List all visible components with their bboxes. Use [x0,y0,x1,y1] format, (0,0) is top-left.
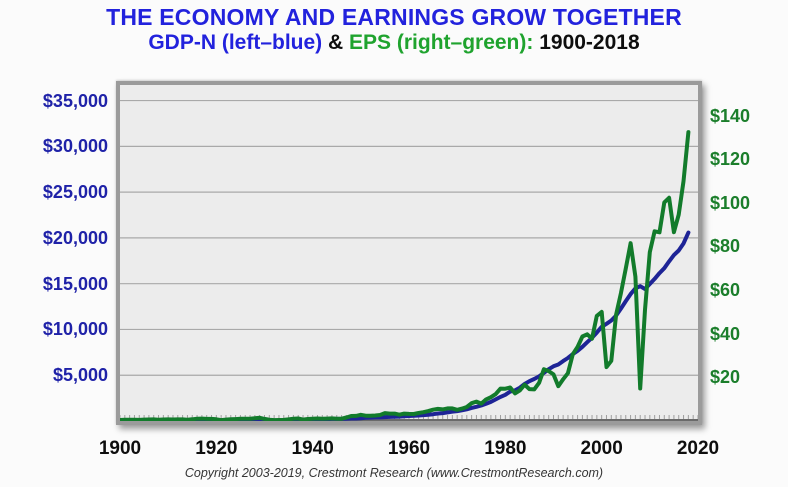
eps-line [120,130,691,421]
left-axis-label: $25,000 [42,182,108,203]
x-axis-label: 2020 [676,438,720,459]
chart-subtitle: GDP-N (left–blue) & EPS (right–green): 1… [0,31,788,55]
right-axis-label: $60 [710,280,741,301]
left-axis-label: $15,000 [42,273,108,294]
left-axis-label: $35,000 [42,90,108,111]
right-axis-label: $40 [710,323,741,344]
left-axis-label: $20,000 [42,227,108,248]
x-axis-label: 1900 [98,438,142,459]
subtitle-ampersand: & [322,31,350,54]
subtitle-eps-label: EPS (right–green): [349,31,540,54]
right-axis-label: $140 [710,105,751,126]
x-axis-label: 1920 [195,438,238,459]
chart-frame [116,81,702,425]
right-axis-label: $20 [710,367,741,388]
right-axis-label: $120 [710,149,751,170]
plot-svg [120,99,698,421]
x-axis-label: 1960 [387,438,431,459]
right-axis-label: $80 [710,236,741,257]
x-axis-label: 1940 [291,438,334,459]
subtitle-gdp-label: GDP-N (left–blue) [148,31,323,54]
subtitle-year-range: 1900-2018 [539,31,640,54]
x-axis-label: 2000 [580,438,623,459]
copyright-note: Copyright 2003-2019, Crestmont Research … [184,466,604,480]
left-axis-label: $10,000 [42,319,108,340]
right-axis-label: $100 [710,192,751,213]
chart-title: THE ECONOMY AND EARNINGS GROW TOGETHER [106,4,682,30]
left-axis-label: $5,000 [52,365,108,386]
x-axis-label: 1980 [484,438,527,459]
left-axis-label: $30,000 [42,136,108,157]
